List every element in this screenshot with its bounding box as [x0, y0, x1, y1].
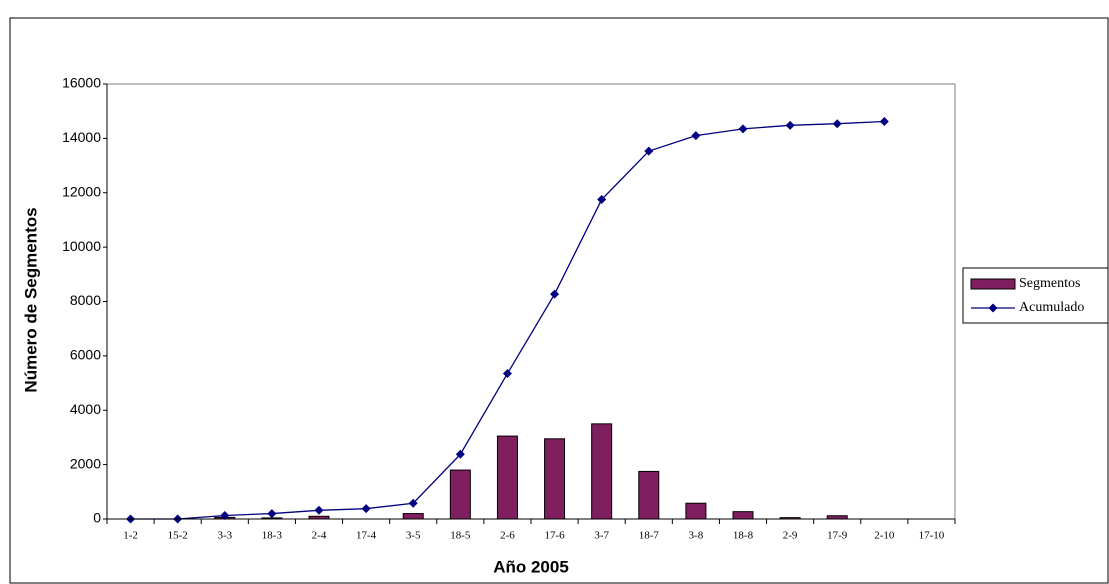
marker [220, 510, 230, 520]
marker [314, 505, 324, 515]
legend-box [962, 267, 1109, 324]
y-tick-label: 0 [93, 510, 101, 526]
x-tick-label: 2-6 [500, 530, 515, 542]
bar [402, 513, 424, 520]
x-tick-label: 2-10 [874, 530, 895, 542]
x-tick-label: 2-4 [312, 530, 327, 542]
x-tick-label: 17-9 [827, 530, 848, 542]
y-tick-label: 4000 [70, 401, 101, 417]
y-tick-label: 16000 [62, 75, 101, 91]
bar [496, 435, 518, 520]
plot-area [106, 83, 956, 520]
y-axis-title: Número de Segmentos [21, 207, 40, 392]
legend-label: Segmentos [1019, 276, 1080, 291]
bar [638, 470, 660, 520]
x-tick-label: 1-2 [123, 530, 138, 542]
marker [502, 369, 512, 379]
marker [597, 195, 607, 205]
legend-label: Acumulado [1019, 300, 1084, 315]
marker [267, 509, 277, 519]
bar [544, 438, 566, 520]
marker [879, 117, 889, 127]
x-tick-label: 18-8 [733, 530, 754, 542]
y-tick-label: 14000 [62, 129, 101, 145]
x-tick-label: 3-5 [406, 530, 421, 542]
bar [449, 469, 471, 520]
bar [685, 502, 707, 520]
x-tick-label: 17-6 [544, 530, 565, 542]
x-tick-label: 17-10 [919, 530, 945, 542]
y-tick-label: 12000 [62, 183, 101, 199]
marker [738, 124, 748, 134]
x-tick-label: 17-4 [356, 530, 377, 542]
y-tick-label: 8000 [70, 292, 101, 308]
x-tick-label: 15-2 [168, 530, 188, 542]
y-tick-label: 6000 [70, 347, 101, 363]
marker [691, 131, 701, 141]
marker [832, 119, 842, 129]
bar [732, 511, 754, 520]
marker [408, 498, 418, 508]
marker [785, 120, 795, 130]
x-tick-label: 3-3 [217, 530, 232, 542]
y-tick-label: 2000 [70, 455, 101, 471]
x-tick-label: 2-9 [783, 530, 798, 542]
x-tick-label: 3-7 [594, 530, 609, 542]
x-tick-label: 18-5 [450, 530, 471, 542]
x-tick-label: 3-8 [689, 530, 704, 542]
legend-swatch [970, 278, 1016, 290]
marker [644, 146, 654, 156]
x-tick-label: 18-3 [262, 530, 283, 542]
marker [455, 449, 465, 459]
x-tick-label: 18-7 [639, 530, 660, 542]
legend-marker [988, 303, 998, 313]
y-tick-label: 10000 [62, 238, 101, 254]
marker [361, 504, 371, 514]
x-axis-title: Año 2005 [493, 557, 569, 576]
marker [550, 289, 560, 299]
bar [591, 423, 613, 520]
